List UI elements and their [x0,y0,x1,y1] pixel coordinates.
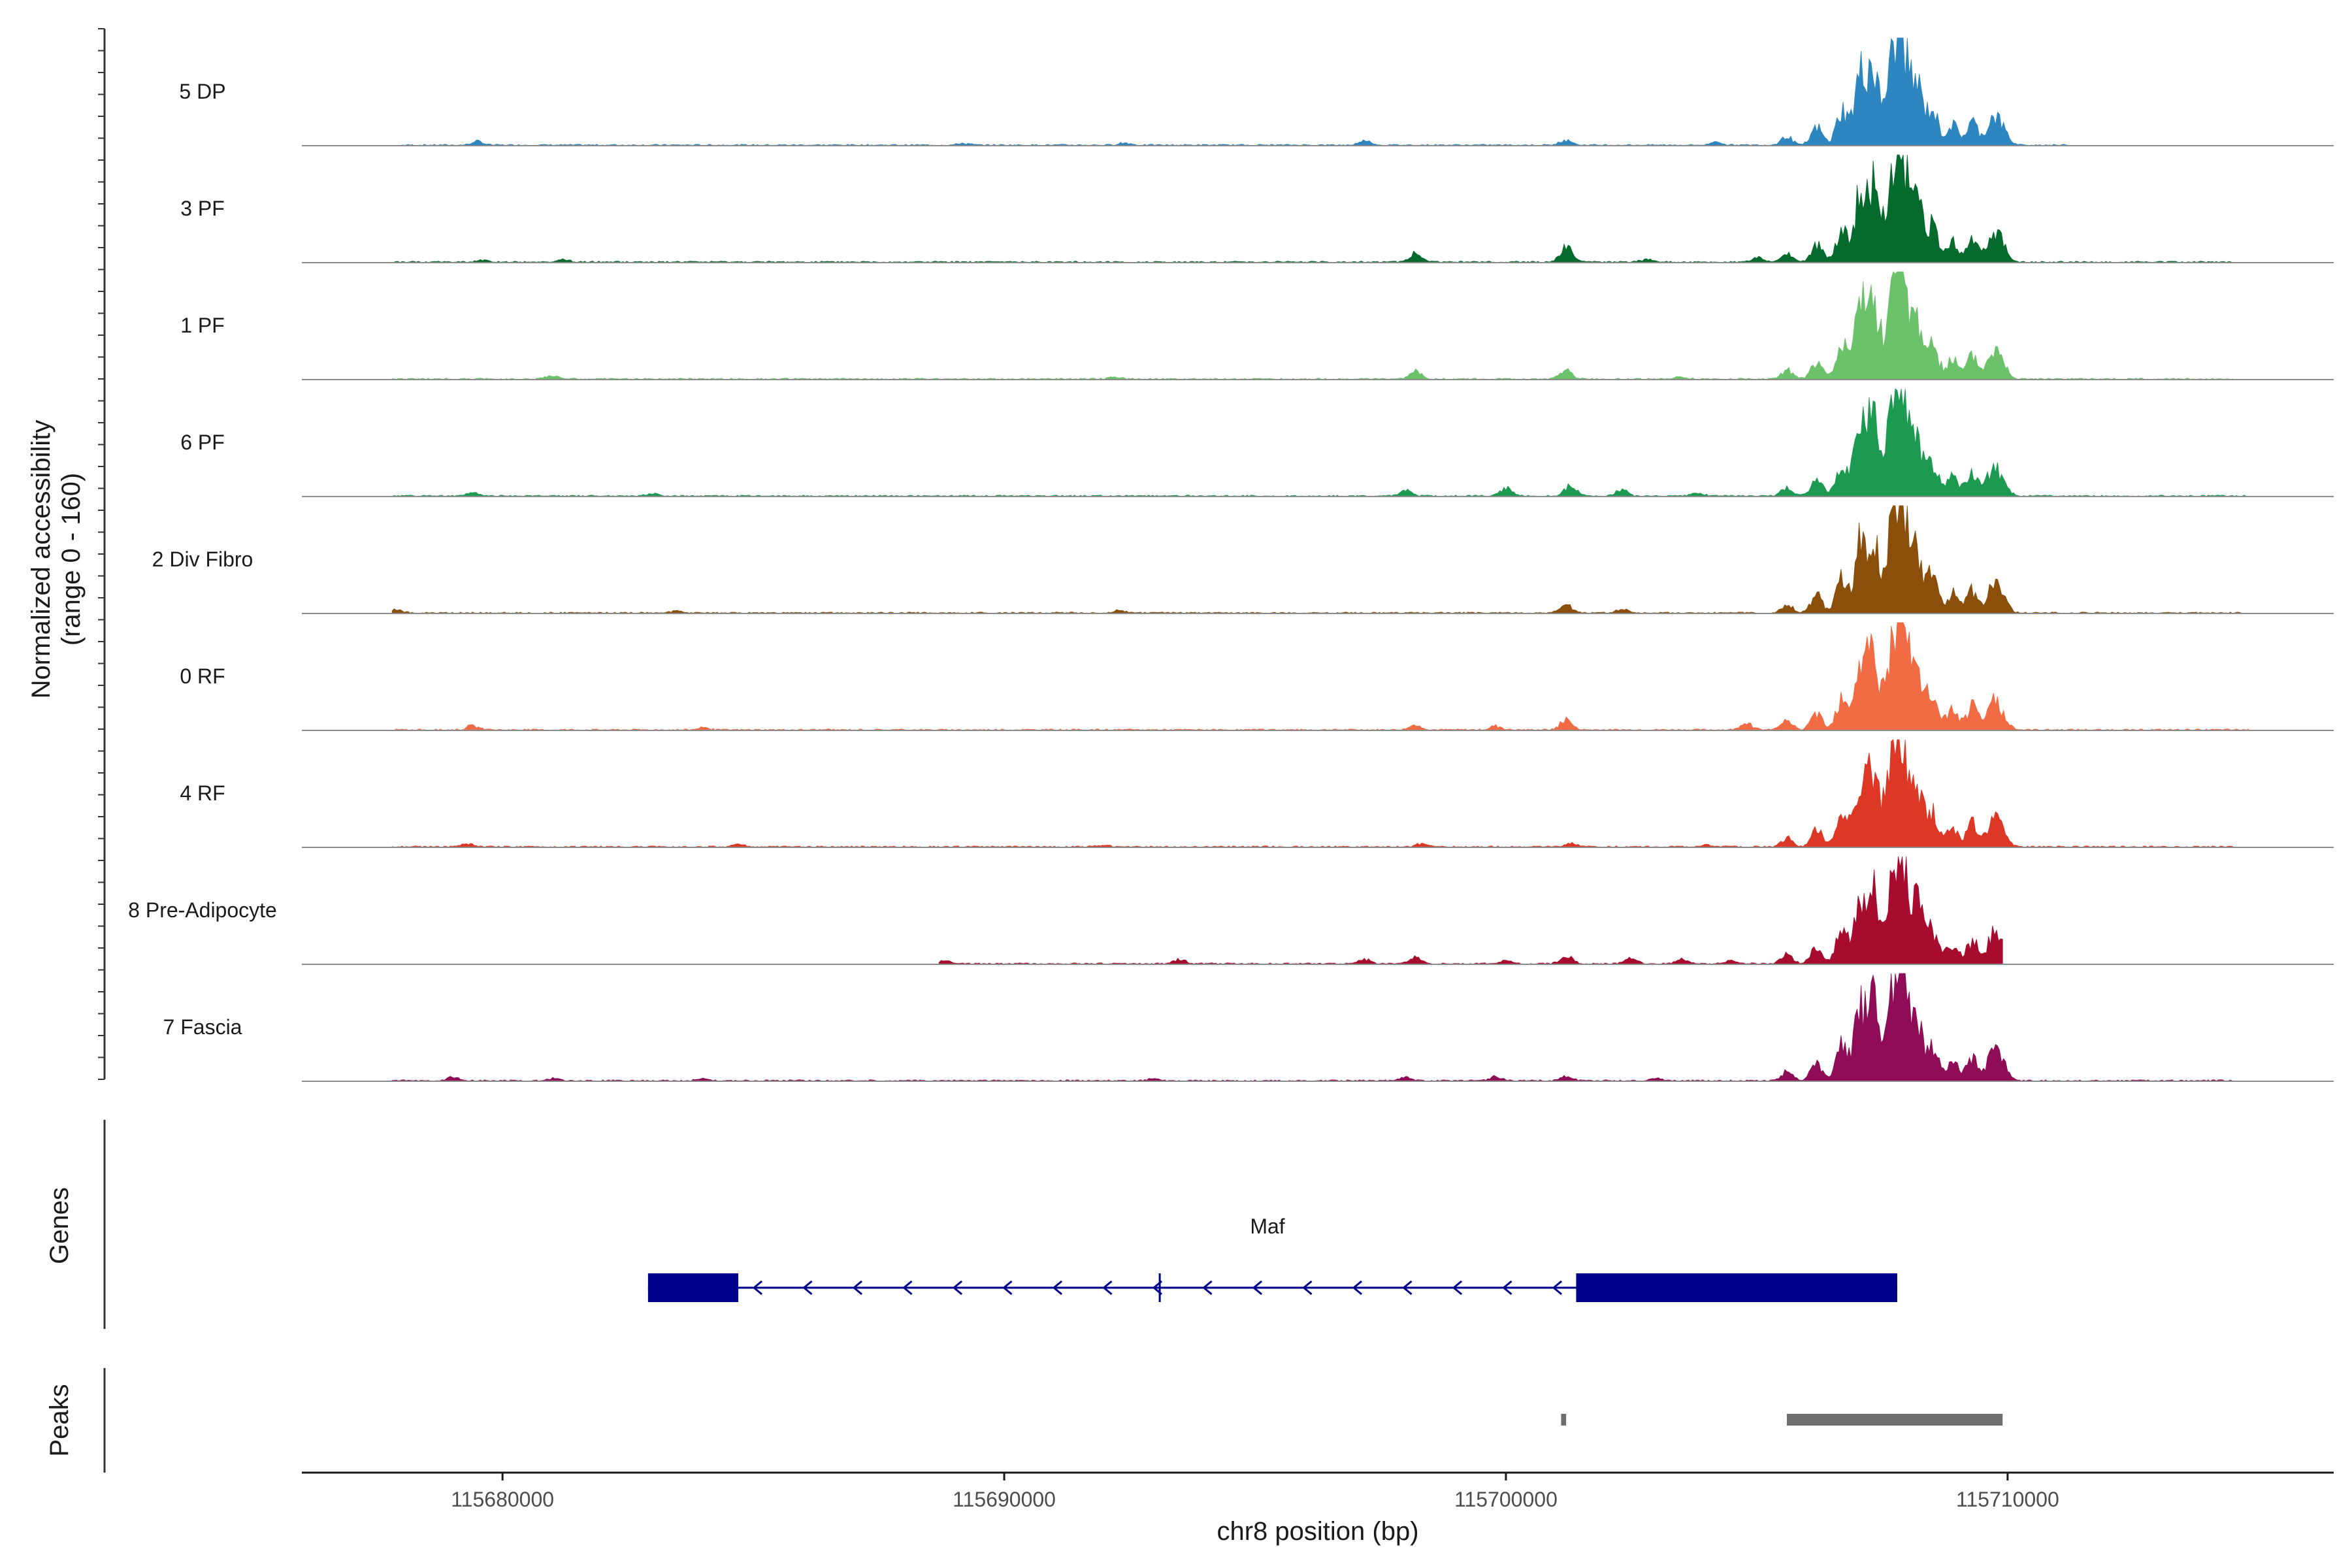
peak-track [1561,1414,2003,1426]
track-label: 3 PF [180,197,225,220]
track-signal [391,271,2234,380]
track-label: 4 RF [180,781,225,805]
gene-strand-arrow [852,1280,863,1296]
gene-strand-arrow [902,1280,913,1296]
peak-region [1561,1414,1567,1426]
y-axis-title: Normalized accessibility (range 0 - 160) [27,420,86,699]
x-tick-label: 115710000 [1956,1488,2059,1511]
track-signal [391,973,2234,1082]
track-label: 0 RF [180,664,225,688]
track-label: 6 PF [180,431,225,454]
gene-label: Maf [1250,1215,1284,1238]
track-signal [938,856,2003,965]
gene-strand-arrow [1402,1280,1413,1296]
track-0-rf: 0 RF [180,622,2334,731]
gene-strand-arrow [1002,1280,1013,1296]
track-3-pf: 3 PF [180,154,2334,263]
gene-strand-arrow [1452,1280,1463,1296]
x-axis-title: chr8 position (bp) [1217,1517,1418,1546]
track-signal [391,622,2249,731]
gene-strand-arrow [1302,1280,1313,1296]
track-7-fascia: 7 Fascia [163,973,2334,1082]
x-axis-ticks: 115680000 115690000 115700000 115710000 [451,1473,2059,1511]
gene-strand-arrow [1102,1280,1113,1296]
track-2-div-fibro: 2 Div Fibro [152,505,2334,614]
x-tick-label: 115690000 [953,1488,1056,1511]
track-1-pf: 1 PF [180,271,2334,380]
track-label: 8 Pre-Adipocyte [128,898,277,922]
gene-exon [647,1273,739,1302]
gene-strand-arrow [1052,1280,1063,1296]
track-signal [391,739,2234,848]
gene-strand-arrow [952,1280,963,1296]
track-signal [391,505,2249,614]
gene-strand-arrow [1552,1280,1563,1296]
x-tick-label: 115680000 [451,1488,554,1511]
gene-exon [1576,1273,1897,1302]
gene-strand-arrow [802,1280,813,1296]
track-6-pf: 6 PF [180,388,2334,497]
track-5-dp: 5 DP [179,37,2334,146]
peak-region [1786,1414,2003,1426]
y-axis-title-line1: Normalized accessibility [27,420,56,699]
track-label: 7 Fascia [163,1015,242,1039]
gene-strand-arrow [1352,1280,1363,1296]
track-signal [391,154,2234,263]
track-label: 1 PF [180,314,225,337]
coverage-y-axis-ticks [98,28,105,1080]
gene-strand-arrow [752,1280,763,1296]
track-4-rf: 4 RF [180,739,2334,848]
gene-track: Maf [647,1215,1897,1302]
coverage-tracks: 5 DP 3 PF 1 PF 6 PF 2 Div Fibro 0 RF 4 RF 8 Pre… [128,37,2334,1082]
y-axis-title-line2: (range 0 - 160) [57,473,86,646]
x-tick-label: 115700000 [1454,1488,1558,1511]
gene-strand-arrow [1202,1280,1213,1296]
track-signal [402,37,2068,146]
track-label: 5 DP [179,80,225,103]
genes-axis-title: Genes [45,1187,74,1264]
track-label: 2 Div Fibro [152,547,253,571]
track-8-pre-adipocyte: 8 Pre-Adipocyte [128,856,2334,965]
track-signal [391,388,2249,497]
peaks-axis-title: Peaks [45,1384,74,1456]
gene-strand-arrow [1252,1280,1263,1296]
gene-strand-arrow [1502,1280,1512,1296]
